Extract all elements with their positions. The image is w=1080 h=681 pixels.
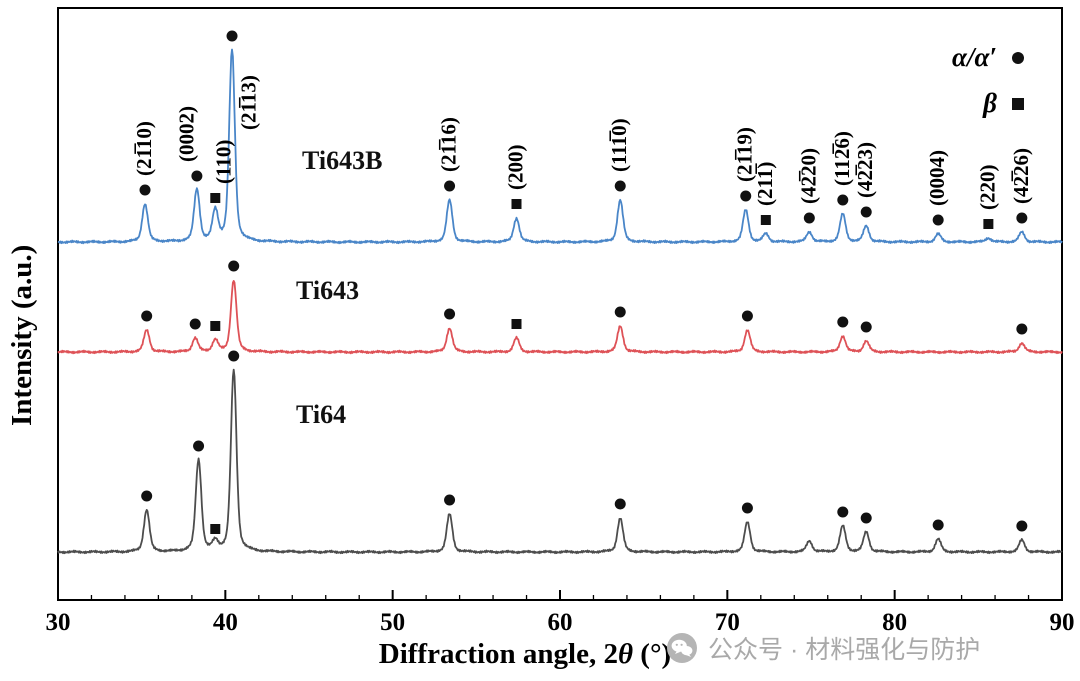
alpha-peak-marker — [1016, 520, 1028, 532]
alpha-peak-marker — [860, 206, 872, 218]
alpha-peak-marker — [741, 502, 753, 514]
peak-hkl-label: (211̅) — [753, 162, 777, 206]
series-label-ti64: Ti64 — [296, 400, 347, 429]
beta-peak-marker — [983, 219, 994, 229]
alpha-peak-marker — [740, 190, 752, 202]
alpha-peak-marker — [1016, 323, 1028, 335]
alpha-peak-marker — [932, 519, 944, 531]
legend-item-alpha: α/α′ — [952, 42, 1024, 73]
peak-hkl-label: (42̅23) — [853, 142, 877, 198]
peak-hkl-label: (112̅6) — [830, 131, 854, 186]
alpha-peak-marker — [141, 310, 153, 322]
alpha-peak-marker — [741, 310, 753, 322]
alpha-peak-marker — [139, 184, 151, 196]
alpha-peak-marker — [837, 194, 849, 206]
legend-alpha-label: α/α′ — [952, 42, 997, 72]
peak-hkl-label: (111̅0) — [607, 118, 631, 172]
alpha-peak-marker — [226, 30, 238, 42]
peak-hkl-label: (0004) — [925, 150, 949, 206]
alpha-peak-marker — [837, 506, 849, 518]
beta-peak-marker — [210, 193, 221, 203]
alpha-peak-marker — [141, 490, 153, 502]
peak-hkl-label: (200) — [503, 145, 527, 191]
alpha-peak-marker — [614, 180, 626, 192]
xrd-trace-ti64 — [57, 368, 1063, 555]
alpha-peak-marker — [193, 440, 205, 452]
legend-item-beta: β — [983, 88, 1024, 119]
legend-beta-label: β — [983, 88, 997, 118]
peak-hkl-label: (110) — [211, 140, 235, 184]
alpha-peak-marker — [228, 260, 240, 272]
wechat-icon — [667, 633, 697, 663]
beta-square-marker-icon — [1012, 97, 1024, 110]
alpha-peak-marker — [444, 180, 456, 192]
peak-hkl-label: (21̅16) — [437, 117, 461, 172]
alpha-peak-marker — [803, 212, 815, 224]
plot-frame — [57, 7, 1063, 601]
x-tick-label: 40 — [213, 609, 238, 636]
x-tick-label: 90 — [1050, 609, 1075, 636]
x-tick-label: 80 — [882, 609, 907, 636]
peak-hkl-label: (220) — [975, 165, 999, 210]
alpha-circle-marker-icon — [1012, 51, 1024, 64]
alpha-peak-marker — [189, 318, 201, 330]
peak-hkl-label: (0002) — [175, 106, 199, 162]
alpha-peak-marker — [444, 494, 456, 506]
alpha-peak-marker — [860, 512, 872, 524]
alpha-peak-marker — [837, 316, 849, 328]
x-axis-title-text: Diffraction angle, 2 — [378, 638, 618, 670]
legend: α/α′ β — [952, 42, 1024, 119]
peak-hkl-label: (21̅13) — [237, 75, 261, 130]
alpha-peak-marker — [191, 170, 203, 182]
series-label-ti643: Ti643 — [296, 276, 360, 305]
peak-hkl-label: (42̅20) — [796, 148, 820, 204]
xrd-trace-ti643b — [57, 48, 1063, 245]
x-tick-label: 30 — [46, 609, 71, 636]
x-axis-title: Diffraction angle, 2θ (°) — [30, 638, 1020, 671]
y-axis-title: Intensity (a.u.) — [6, 244, 38, 426]
beta-peak-marker — [760, 215, 771, 225]
x-axis-title-unit: (°) — [633, 638, 672, 670]
beta-peak-marker — [210, 321, 221, 331]
alpha-peak-marker — [228, 350, 240, 362]
xrd-trace-ti643 — [57, 280, 1063, 355]
alpha-peak-marker — [932, 214, 944, 226]
peak-hkl-label: (42̅26) — [1009, 148, 1033, 204]
alpha-peak-marker — [1016, 212, 1028, 224]
watermark-text: 公众号 · 材料强化与防护 — [708, 636, 981, 664]
alpha-peak-marker — [860, 321, 872, 333]
alpha-peak-marker — [614, 498, 626, 510]
series-label-ti643b: Ti643B — [302, 146, 383, 175]
x-tick-label: 50 — [380, 609, 405, 636]
beta-peak-marker — [511, 199, 522, 209]
peak-hkl-label: (21̅19) — [733, 127, 757, 182]
theta-symbol: θ — [617, 638, 634, 670]
x-tick-label: 60 — [548, 609, 573, 636]
beta-peak-marker — [210, 524, 221, 534]
beta-peak-marker — [511, 319, 522, 329]
x-tick-label: 70 — [715, 609, 740, 636]
alpha-peak-marker — [444, 308, 456, 320]
watermark: 公众号 · 材料强化与防护 — [666, 630, 980, 666]
peak-hkl-label: (21̅10) — [132, 121, 156, 176]
alpha-peak-marker — [614, 306, 626, 318]
